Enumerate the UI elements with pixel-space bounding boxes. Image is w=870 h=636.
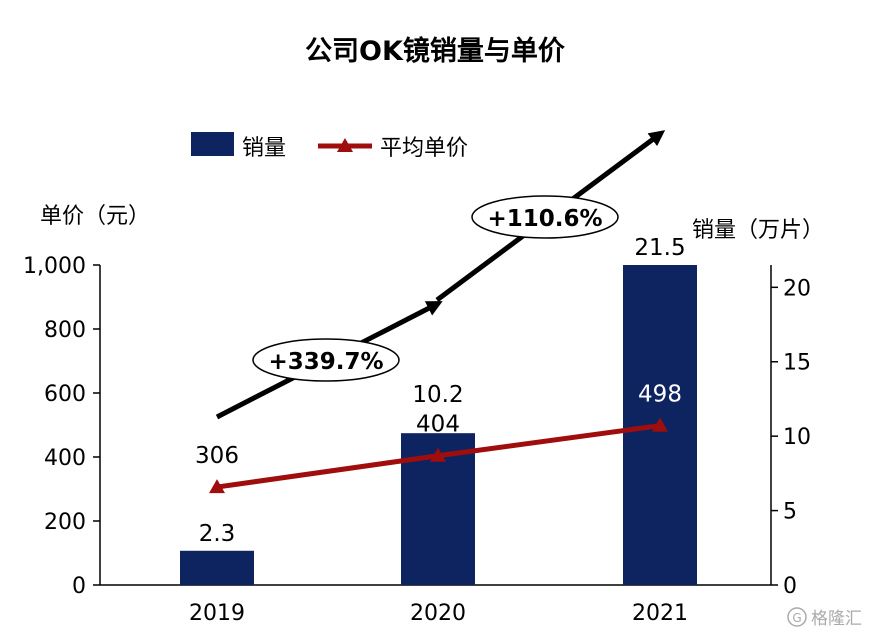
- growth-annotation-2-ellipse: [471, 195, 619, 239]
- right-axis-tick-label: 20: [783, 276, 811, 301]
- left-axis-tick-label: 1,000: [23, 254, 86, 279]
- left-axis-tick-label: 800: [44, 318, 86, 343]
- line-data-label: 498: [638, 382, 682, 408]
- legend: 销量 平均单价: [191, 132, 468, 161]
- x-axis-ticks: 2019 2020 2021: [189, 601, 688, 626]
- growth-annotation-2-text: +110.6%: [487, 206, 602, 232]
- x-axis-tick-label: 2020: [410, 601, 466, 626]
- left-axis-tick-label: 400: [44, 446, 86, 471]
- watermark-logo-glyph: G: [792, 611, 801, 625]
- bar-data-label: 2.3: [199, 521, 236, 547]
- growth-annotation-1-text: +339.7%: [268, 349, 383, 375]
- watermark-logo-icon: [787, 607, 807, 627]
- price-marker-2020: [430, 447, 446, 462]
- chart-title: 公司OK镜销量与单价: [305, 36, 566, 67]
- watermark: G 格隆汇: [787, 607, 862, 629]
- left-axis-tick-label: 0: [72, 574, 86, 599]
- line-series: [209, 417, 668, 494]
- growth-annotation-1-ellipse: [252, 338, 400, 382]
- left-axis-tick-label: 600: [44, 382, 86, 407]
- left-axis-ticks: 0 200 400 600 800 1,000: [23, 254, 100, 599]
- legend-triangle-marker: [337, 138, 353, 152]
- line-data-labels: 306 404 498: [195, 382, 682, 469]
- price-marker-2021: [652, 417, 668, 432]
- right-axis-title: 销量（万片）: [692, 218, 824, 243]
- right-axis-ticks: 0 5 10 15 20: [771, 276, 811, 599]
- line-data-label: 306: [195, 443, 239, 469]
- x-axis-tick-label: 2021: [632, 601, 688, 626]
- right-axis-tick-label: 5: [783, 500, 797, 525]
- price-marker-2019: [209, 479, 225, 494]
- legend-label-price: 平均单价: [380, 136, 468, 161]
- bar-data-labels: 2.3 10.2 21.5: [199, 235, 686, 547]
- x-axis-tick-label: 2019: [189, 601, 245, 626]
- bar-2019: [180, 550, 254, 585]
- growth-annotation-2: +110.6%: [471, 195, 619, 239]
- right-axis-tick-label: 15: [783, 351, 811, 376]
- bar-data-label: 10.2: [412, 382, 463, 408]
- legend-label-volume: 销量: [242, 136, 286, 161]
- left-axis-title: 单价（元）: [40, 204, 150, 229]
- watermark-text: 格隆汇: [811, 609, 862, 629]
- growth-annotation-1: +339.7%: [252, 338, 400, 382]
- line-data-label: 404: [416, 412, 460, 438]
- right-axis-tick-label: 10: [783, 425, 811, 450]
- legend-bar-swatch: [191, 132, 234, 156]
- bar-data-label: 21.5: [634, 235, 685, 261]
- left-axis-tick-label: 200: [44, 510, 86, 535]
- right-axis-tick-label: 0: [783, 574, 797, 599]
